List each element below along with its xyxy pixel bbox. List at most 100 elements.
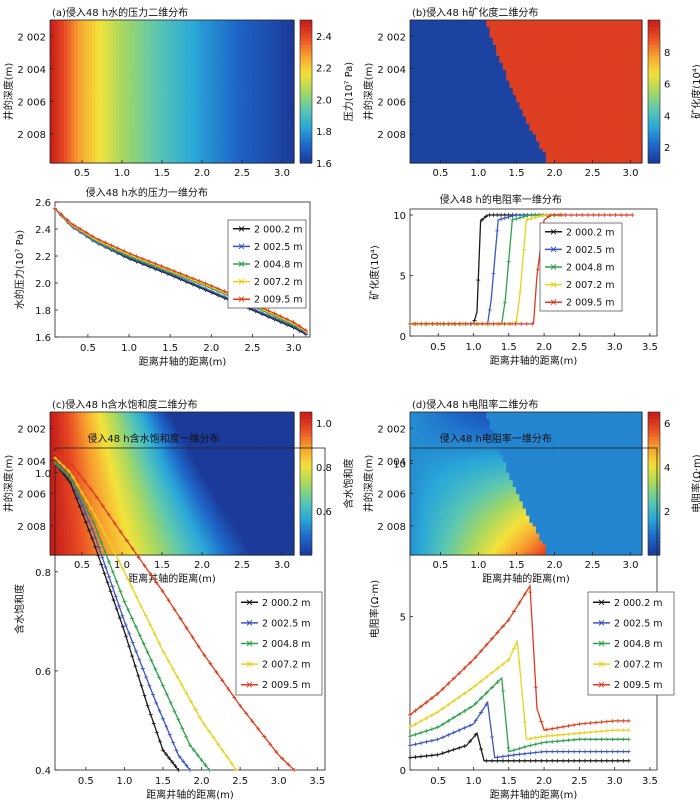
heatmap-cell <box>598 102 603 107</box>
heatmap-cell <box>522 102 527 107</box>
heatmap-cell <box>154 84 159 89</box>
heatmap-cell <box>178 91 184 96</box>
heatmap-cell <box>283 130 288 135</box>
heatmap-cell <box>206 95 211 100</box>
heatmap-cell <box>429 66 434 71</box>
heatmap-cell <box>575 123 580 128</box>
heatmap-cell <box>290 20 295 25</box>
heatmap-cell <box>466 59 471 64</box>
heatmap-cell <box>416 95 421 100</box>
heatmap-cell <box>476 102 481 107</box>
heatmap-cell <box>91 23 96 28</box>
heatmap-cell <box>84 123 89 128</box>
heatmap-cell <box>545 77 550 82</box>
heatmap-cell <box>532 27 537 32</box>
heatmap-cell <box>140 84 145 89</box>
heatmap-cell <box>262 141 267 146</box>
heatmap-cell <box>91 27 96 32</box>
heatmap-cell <box>63 70 69 75</box>
heatmap-cell <box>217 73 222 78</box>
heatmap-cell <box>549 41 554 46</box>
heatmap-cell <box>588 66 593 71</box>
heatmap-cell <box>622 98 627 103</box>
heatmap-cell <box>423 127 428 132</box>
heatmap-cell <box>535 30 540 35</box>
heatmap-cell <box>165 112 170 118</box>
heatmap-cell <box>532 41 537 46</box>
heatmap-cell <box>53 73 58 78</box>
heatmap-cell <box>638 84 643 89</box>
heatmap-cell <box>459 102 464 107</box>
heatmap-cell <box>81 77 86 82</box>
heatmap-cell <box>185 62 191 68</box>
heatmap-cell <box>168 59 173 64</box>
heatmap-cell <box>74 84 79 89</box>
heatmap-cell <box>81 87 86 93</box>
heatmap-cell <box>612 37 617 43</box>
heatmap-cell <box>189 141 194 146</box>
heatmap-cell <box>628 95 633 100</box>
heatmap-cell <box>241 37 246 43</box>
heatmap-cell <box>598 55 603 60</box>
heatmap-cell <box>608 59 613 64</box>
heatmap-cell <box>410 55 414 60</box>
heatmap-cell <box>192 127 197 132</box>
heatmap-cell <box>436 34 441 39</box>
heatmap-cell <box>81 105 86 110</box>
heatmap-cell <box>283 116 288 121</box>
heatmap-cell <box>192 45 197 50</box>
heatmap-cell <box>154 95 159 100</box>
heatmap-cell <box>50 80 55 85</box>
heatmap-cell <box>213 120 218 125</box>
heatmap-cell <box>238 91 243 96</box>
heatmap-cell <box>506 112 511 118</box>
heatmap-cell <box>429 80 434 85</box>
heatmap-cell <box>227 105 232 110</box>
heatmap-cell <box>231 77 236 82</box>
heatmap-cell <box>105 59 110 64</box>
heatmap-cell <box>238 20 243 25</box>
heatmap-cell <box>456 66 461 71</box>
heatmap-cell <box>579 80 583 85</box>
heatmap-cell <box>199 70 204 75</box>
heatmap-cell <box>56 116 62 121</box>
heatmap-cell <box>469 112 474 118</box>
heatmap-cell <box>158 148 163 153</box>
heatmap-cell <box>144 23 149 28</box>
heatmap-cell <box>53 102 58 107</box>
heatmap-cell <box>469 102 474 107</box>
heatmap-cell <box>572 27 577 32</box>
heatmap-cell <box>217 155 222 161</box>
heatmap-cell <box>50 73 55 78</box>
heatmap-cell <box>419 109 424 114</box>
heatmap-cell <box>585 112 590 118</box>
heatmap-cell <box>608 109 613 114</box>
heatmap-cell <box>602 20 607 25</box>
heatmap-cell <box>172 109 177 114</box>
heatmap-cell <box>416 41 421 46</box>
heatmap-cell <box>116 105 121 110</box>
heatmap-cell <box>98 95 103 100</box>
heatmap-cell <box>161 127 166 132</box>
heatmap-cell <box>231 73 236 78</box>
heatmap-cell <box>98 70 103 75</box>
heatmap-cell <box>602 48 607 53</box>
heatmap-cell <box>185 34 191 39</box>
heatmap-cell <box>509 80 514 85</box>
heatmap-cell <box>60 141 65 146</box>
heatmap-cell <box>210 48 215 53</box>
heatmap-cell <box>287 23 292 28</box>
heatmap-cell <box>433 23 438 28</box>
heatmap-cell <box>598 98 603 103</box>
heatmap-cell <box>147 98 152 103</box>
heatmap-cell <box>506 116 511 121</box>
heatmap-cell <box>598 70 603 75</box>
heatmap-cell <box>262 62 267 68</box>
heatmap-cell <box>575 112 580 118</box>
heatmap-cell <box>266 52 271 57</box>
heatmap-cell <box>283 112 288 118</box>
heatmap-cell <box>579 73 583 78</box>
heatmap-cell <box>479 116 484 121</box>
heatmap-cell <box>595 105 600 110</box>
heatmap-cell <box>151 159 156 164</box>
